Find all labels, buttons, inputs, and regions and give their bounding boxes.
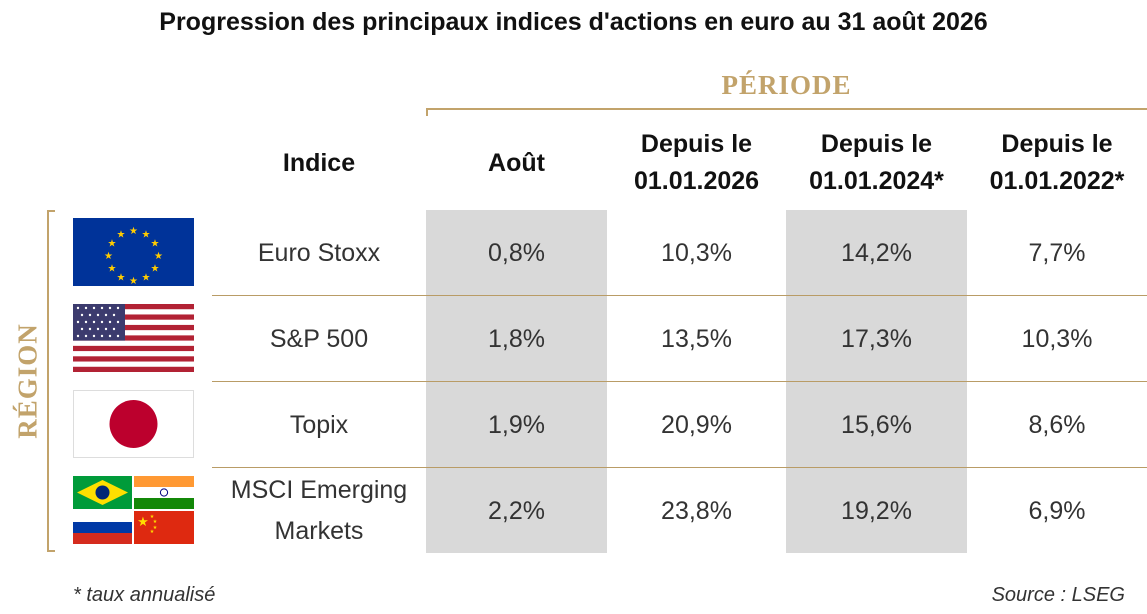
value-since-2022: 7,7% [1028,238,1086,267]
table-row: Euro Stoxx 0,8% 10,3% 14,2% 7,7% [212,210,1147,296]
japan-flag-icon [73,390,194,458]
header-index: Indice [282,148,356,177]
chart-title: Progression des principaux indices d'act… [159,8,988,36]
region-group-label: RÉGION [12,323,43,439]
footnote: * taux annualisé [73,584,216,606]
emerging-flags-icon: ★ ★ ★ ★ ★ [73,476,194,544]
header-since-2022: Depuis le 01.01.2022* [989,130,1125,195]
svg-text:★: ★ [129,276,138,286]
svg-text:★: ★ [142,230,151,241]
value-since-2026: 10,3% [661,238,732,267]
svg-text:★: ★ [153,525,158,531]
table-row: MSCI Emerging Markets 2,2% 23,8% 19,2% 6,… [212,468,1147,554]
index-name: Euro Stoxx [257,238,381,267]
row-divider [212,381,1147,382]
table-row: S&P 500 1,8% 13,5% 17,3% 10,3% [212,296,1147,382]
value-august: 2,2% [488,496,545,525]
region-bracket [47,210,55,552]
svg-text:★: ★ [151,239,160,250]
value-since-2026: 13,5% [661,324,732,353]
value-since-2024: 15,6% [841,410,912,439]
value-since-2024: 17,3% [841,324,912,353]
value-since-2022: 8,6% [1028,410,1086,439]
svg-text:★: ★ [150,529,155,535]
value-august: 1,8% [488,324,545,353]
svg-text:★: ★ [108,239,117,250]
value-since-2024: 14,2% [841,238,912,267]
value-since-2022: 6,9% [1028,496,1086,525]
us-flag-icon [73,304,194,372]
svg-text:★: ★ [151,264,160,275]
svg-text:★: ★ [153,519,158,525]
svg-text:★: ★ [154,251,163,262]
index-name: S&P 500 [269,324,369,353]
row-divider [212,467,1147,468]
header-since-2024: Depuis le 01.01.2024* [809,130,944,195]
value-since-2024: 19,2% [841,496,912,525]
index-name: Topix [289,410,349,439]
header-august: Août [488,148,545,177]
svg-text:★: ★ [117,230,126,241]
svg-text:★: ★ [104,251,113,262]
index-name: MSCI Emerging Markets [230,476,408,545]
svg-text:★: ★ [129,226,138,237]
header-since-2026: Depuis le 01.01.2026 [633,130,760,195]
svg-text:★: ★ [117,273,126,284]
svg-text:★: ★ [150,514,155,520]
period-bracket [426,108,1147,116]
value-since-2026: 20,9% [661,410,732,439]
eu-flag-icon: ★ ★ ★ ★ ★ ★ ★ ★ ★ ★ ★ ★ [73,218,194,286]
svg-text:★: ★ [137,515,149,530]
value-since-2026: 23,8% [661,496,732,525]
table-row: Topix 1,9% 20,9% 15,6% 8,6% [212,382,1147,468]
value-august: 1,9% [488,410,545,439]
svg-text:★: ★ [108,264,117,275]
svg-text:★: ★ [142,273,151,284]
value-since-2022: 10,3% [1021,324,1093,353]
period-group-label: PÉRIODE [721,70,852,100]
row-divider [212,295,1147,296]
source-note: Source : LSEG [991,584,1125,606]
value-august: 0,8% [488,238,545,267]
